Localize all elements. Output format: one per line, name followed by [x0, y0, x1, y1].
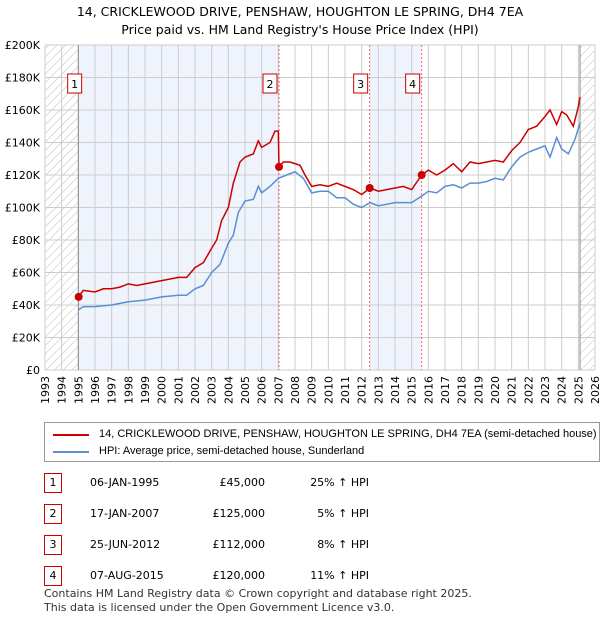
hpi-difference: 8% ↑ HPI — [317, 538, 369, 551]
sale-label: 3 — [357, 78, 364, 91]
sale-label: 4 — [409, 78, 416, 91]
x-tick-label: 2015 — [406, 376, 419, 404]
x-tick-label: 2004 — [222, 376, 235, 404]
y-tick-label: £80K — [12, 234, 41, 247]
x-tick-label: 2023 — [539, 376, 552, 404]
x-tick-label: 2019 — [472, 376, 485, 404]
sale-label-box — [67, 73, 83, 94]
x-tick-label: 2017 — [439, 376, 452, 404]
x-tick-label: 1999 — [139, 376, 152, 404]
sale-date: 07-AUG-2015 — [90, 569, 164, 582]
sale-date: 06-JAN-1995 — [90, 476, 160, 489]
x-tick-label: 1995 — [72, 376, 85, 404]
footer-copyright: Contains HM Land Registry data © Crown c… — [44, 587, 472, 600]
sale-label: 1 — [71, 78, 78, 91]
sale-number: 1 — [44, 473, 62, 493]
x-tick-label: 2016 — [422, 376, 435, 404]
legend-property-label: 14, CRICKLEWOOD DRIVE, PENSHAW, HOUGHTON… — [99, 428, 597, 440]
x-tick-label: 2000 — [156, 376, 169, 404]
x-tick-label: 2026 — [589, 376, 600, 404]
x-tick-label: 2024 — [556, 376, 569, 404]
x-tick-label: 1998 — [122, 376, 135, 404]
price-chart: 1993 1994 1995 1996 1997 1998 1999 2000 2001 2002… — [5, 39, 600, 404]
x-tick-label: 2005 — [239, 376, 252, 404]
sale-label-box — [353, 73, 369, 94]
sale-price: £125,000 — [212, 507, 266, 520]
x-tick-label: 2010 — [322, 376, 335, 404]
footer-licence: This data is licensed under the Open Gov… — [44, 601, 395, 614]
x-tick-label: 1994 — [56, 376, 69, 404]
y-tick-label: £40K — [12, 299, 41, 312]
x-tick-label: 2012 — [356, 376, 369, 404]
x-tick-label: 1996 — [89, 376, 102, 404]
legend-hpi-label: HPI: Average price, semi-detached house,… — [99, 445, 365, 457]
y-tick-label: £20K — [12, 332, 41, 345]
table-row: 3 25-JUN-2012 £112,000 8% ↑ HPI — [44, 535, 384, 555]
x-tick-label: 2009 — [306, 376, 319, 404]
x-tick-label: 1993 — [39, 376, 52, 404]
hpi-line — [77, 122, 581, 311]
y-tick-label: £160K — [5, 104, 41, 117]
x-tick-label: 1997 — [106, 376, 119, 404]
chart-subtitle: Price paid vs. HM Land Registry's House … — [121, 22, 479, 37]
x-tick-label: 2013 — [372, 376, 385, 404]
x-tick-label: 2006 — [256, 376, 269, 404]
table-row: 4 07-AUG-2015 £120,000 11% ↑ HPI — [44, 566, 384, 586]
hpi-difference: 25% ↑ HPI — [310, 476, 369, 489]
y-tick-label: £0 — [26, 364, 40, 377]
x-tick-label: 2007 — [272, 376, 285, 404]
x-tick-label: 2021 — [506, 376, 519, 404]
x-tick-label: 2008 — [289, 376, 302, 404]
y-tick-label: £120K — [5, 169, 41, 182]
sale-point — [365, 184, 374, 192]
legend: 14, CRICKLEWOOD DRIVE, PENSHAW, HOUGHTON… — [44, 422, 600, 462]
sale-price: £45,000 — [219, 476, 266, 489]
y-tick-label: £60K — [12, 267, 41, 280]
table-row: 2 17-JAN-2007 £125,000 5% ↑ HPI — [44, 504, 384, 524]
x-tick-label: 2020 — [489, 376, 502, 404]
x-tick-label: 2014 — [389, 376, 402, 404]
sale-label: 2 — [267, 78, 274, 91]
table-row: 1 06-JAN-1995 £45,000 25% ↑ HPI — [44, 473, 384, 493]
chart-title: 14, CRICKLEWOOD DRIVE, PENSHAW, HOUGHTON… — [76, 4, 524, 19]
x-tick-label: 2022 — [522, 376, 535, 404]
x-tick-label: 2003 — [206, 376, 219, 404]
sale-point — [74, 292, 83, 301]
hpi-difference: 11% ↑ HPI — [310, 569, 369, 582]
sale-number: 2 — [44, 504, 62, 524]
y-tick-label: £100K — [5, 202, 41, 215]
hpi-difference: 5% ↑ HPI — [317, 507, 369, 520]
sale-date: 25-JUN-2012 — [90, 538, 161, 551]
legend-hpi-line — [53, 450, 89, 453]
sale-price: £120,000 — [212, 569, 266, 582]
sale-point — [417, 171, 426, 179]
x-tick-label: 2002 — [189, 376, 202, 404]
legend-property-line — [53, 433, 89, 436]
x-tick-label: 2011 — [339, 376, 352, 404]
y-tick-label: £200K — [5, 39, 41, 52]
sale-price: £112,000 — [212, 538, 266, 551]
property-price-line — [77, 96, 581, 298]
x-tick-label: 2018 — [456, 376, 469, 404]
sale-label-box — [262, 73, 278, 94]
sale-point — [275, 162, 283, 171]
sale-label-box — [405, 73, 421, 94]
sale-number: 4 — [44, 566, 62, 586]
x-tick-label: 2025 — [572, 376, 585, 404]
y-tick-label: £180K — [5, 72, 41, 85]
sale-number: 3 — [44, 535, 62, 555]
x-tick-label: 2001 — [172, 376, 185, 404]
y-tick-label: £140K — [5, 137, 41, 150]
sale-date: 17-JAN-2007 — [90, 507, 160, 520]
